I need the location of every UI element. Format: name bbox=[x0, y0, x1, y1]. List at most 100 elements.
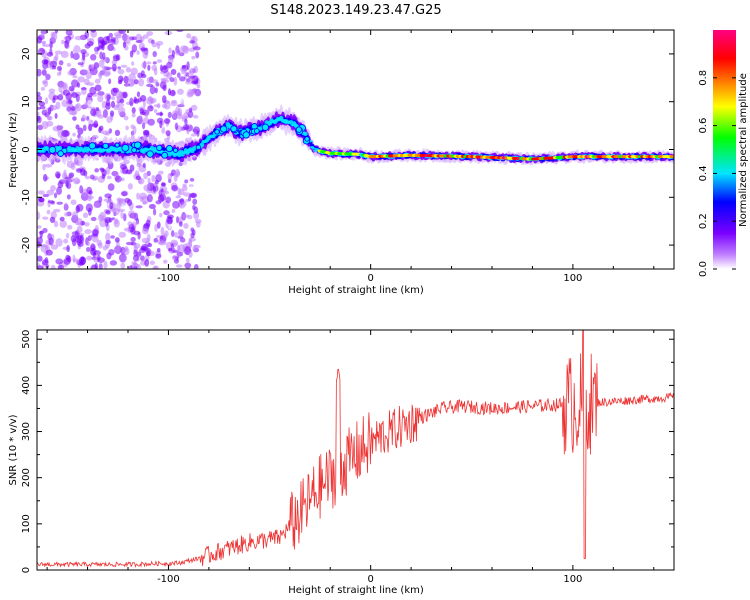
noise-blob bbox=[37, 255, 43, 262]
noise-blob bbox=[124, 35, 131, 45]
noise-blob bbox=[189, 185, 194, 193]
noise-blob bbox=[167, 111, 172, 119]
noise-blob bbox=[66, 194, 71, 200]
noise-blob bbox=[113, 32, 122, 37]
noise-blob bbox=[63, 202, 68, 210]
noise-blob bbox=[182, 46, 190, 54]
noise-blob bbox=[84, 30, 90, 39]
y-tick-label: 300 bbox=[21, 422, 32, 441]
noise-blob bbox=[132, 125, 137, 135]
noise-blob bbox=[111, 63, 117, 72]
noise-blob bbox=[87, 235, 92, 242]
noise-blob bbox=[193, 264, 199, 269]
noise-blob bbox=[37, 197, 45, 203]
noise-blob bbox=[130, 67, 138, 75]
noise-blob bbox=[79, 185, 84, 194]
ridge-peak bbox=[131, 147, 137, 153]
noise-blob bbox=[160, 226, 165, 236]
noise-blob bbox=[86, 241, 91, 247]
noise-blob bbox=[52, 97, 56, 103]
noise-blob bbox=[45, 249, 53, 256]
noise-blob bbox=[162, 64, 168, 71]
ridge-blob bbox=[177, 152, 182, 158]
ridge-peak bbox=[48, 146, 57, 154]
noise-blob bbox=[186, 33, 192, 39]
noise-blob bbox=[161, 33, 166, 38]
noise-blob bbox=[41, 69, 47, 76]
noise-blob bbox=[117, 106, 126, 116]
noise-blob bbox=[146, 233, 151, 242]
noise-blob bbox=[138, 115, 143, 119]
snr-panel: -100 0 100 0 100 200 300 400 500 Height of strai… bbox=[8, 329, 675, 596]
noise-blob bbox=[188, 251, 193, 258]
noise-blob bbox=[37, 115, 42, 124]
noise-blob bbox=[176, 30, 184, 33]
colorbar-tick-label: 0.0 bbox=[698, 261, 709, 277]
noise-blob bbox=[44, 163, 53, 168]
noise-blob bbox=[157, 194, 165, 203]
noise-blob bbox=[175, 195, 182, 199]
noise-blob bbox=[142, 122, 146, 130]
noise-blob bbox=[118, 231, 127, 238]
noise-blob bbox=[46, 209, 51, 215]
noise-blob bbox=[136, 50, 140, 55]
x-tick-label: -100 bbox=[157, 574, 180, 585]
noise-blob bbox=[190, 133, 197, 137]
noise-blob bbox=[90, 264, 98, 269]
noise-blob bbox=[164, 230, 169, 237]
y-tick-label: -10 bbox=[21, 189, 32, 205]
noise-blob bbox=[147, 64, 151, 71]
noise-blob bbox=[174, 232, 178, 238]
noise-blob bbox=[179, 237, 186, 243]
noise-blob bbox=[56, 65, 62, 71]
noise-blob bbox=[86, 255, 93, 261]
noise-blob bbox=[155, 253, 162, 259]
noise-blob bbox=[125, 169, 133, 175]
ridge-peak bbox=[304, 136, 310, 142]
noise-blob bbox=[105, 102, 111, 110]
noise-blob bbox=[68, 110, 77, 116]
noise-blob bbox=[176, 251, 184, 257]
noise-blob bbox=[42, 193, 50, 198]
noise-blob bbox=[78, 232, 85, 236]
y-tick-label: 20 bbox=[21, 48, 32, 61]
noise-blob bbox=[42, 174, 48, 182]
ridge-peak bbox=[230, 125, 238, 133]
noise-blob bbox=[85, 71, 92, 80]
noise-blob bbox=[77, 127, 84, 135]
noise-blob bbox=[74, 104, 79, 109]
noise-blob bbox=[66, 105, 72, 112]
noise-blob bbox=[178, 229, 184, 237]
noise-blob bbox=[122, 91, 128, 99]
noise-blob bbox=[125, 67, 132, 73]
noise-blob bbox=[163, 259, 168, 264]
noise-blob bbox=[88, 64, 94, 70]
noise-blob bbox=[54, 171, 61, 179]
noise-blob bbox=[70, 199, 77, 205]
noise-blob bbox=[159, 212, 163, 218]
noise-blob bbox=[64, 40, 69, 49]
noise-blob bbox=[108, 248, 115, 256]
noise-blob bbox=[156, 234, 161, 239]
noise-blob bbox=[129, 164, 135, 172]
noise-blob bbox=[103, 198, 111, 202]
noise-blob bbox=[48, 88, 56, 94]
noise-blob bbox=[97, 257, 105, 263]
noise-blob bbox=[192, 244, 199, 253]
noise-blob bbox=[171, 255, 178, 261]
noise-blob bbox=[94, 78, 101, 84]
noise-blob bbox=[123, 115, 129, 121]
noise-blob bbox=[142, 49, 149, 59]
x-tick-label: 100 bbox=[563, 273, 582, 284]
noise-blob bbox=[184, 262, 192, 269]
noise-blob bbox=[131, 61, 135, 66]
noise-blob bbox=[88, 190, 93, 195]
noise-blob bbox=[175, 216, 180, 224]
noise-blob bbox=[133, 260, 138, 268]
noise-blob bbox=[37, 111, 40, 117]
snr-series-line bbox=[37, 330, 674, 568]
noise-blob bbox=[37, 265, 44, 269]
ridge-peak bbox=[114, 142, 120, 148]
noise-blob bbox=[110, 37, 116, 42]
noise-blob bbox=[146, 194, 153, 203]
